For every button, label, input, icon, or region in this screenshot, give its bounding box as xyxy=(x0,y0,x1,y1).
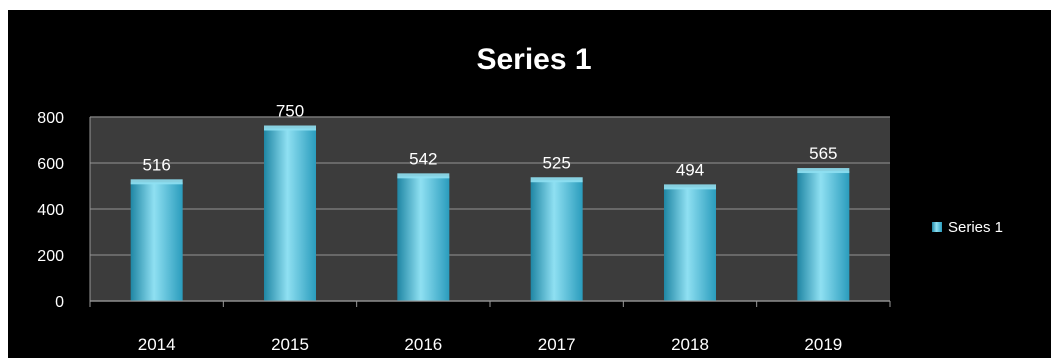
legend: Series 1 xyxy=(932,219,1003,236)
bar-top xyxy=(130,179,183,185)
data-label: 750 xyxy=(276,102,304,121)
bar xyxy=(664,187,716,301)
bar xyxy=(397,176,450,301)
x-tick-label: 2019 xyxy=(804,335,842,354)
bar xyxy=(797,171,850,301)
bar-top xyxy=(397,173,450,179)
bar-top xyxy=(664,184,716,190)
bar xyxy=(530,180,583,301)
legend-label: Series 1 xyxy=(948,219,1003,236)
bar xyxy=(130,182,183,301)
bar-top xyxy=(264,125,316,131)
x-tick-label: 2018 xyxy=(671,335,709,354)
bar-top xyxy=(530,177,583,183)
legend-swatch xyxy=(932,222,942,232)
x-tick-label: 2016 xyxy=(404,335,442,354)
data-label: 565 xyxy=(809,144,837,163)
x-tick-label: 2017 xyxy=(538,335,576,354)
y-tick-label: 800 xyxy=(37,110,64,127)
data-label: 494 xyxy=(676,160,704,179)
y-tick-label: 400 xyxy=(37,202,64,219)
data-label: 516 xyxy=(142,155,170,174)
chart-title: Series 1 xyxy=(476,43,591,76)
chart-container: 516 750 542 525 494 565 0 200 400 600 800 2014 2015… xyxy=(8,10,1051,358)
y-tick-label: 0 xyxy=(55,294,64,311)
bar xyxy=(264,128,316,301)
y-tick-label: 600 xyxy=(37,156,64,173)
y-tick-label: 200 xyxy=(37,248,64,265)
bar-top xyxy=(797,168,850,174)
data-label: 525 xyxy=(542,153,570,172)
x-tick-label: 2014 xyxy=(138,335,176,354)
bar-chart: 516 750 542 525 494 565 0 200 400 600 800 2014 2015… xyxy=(37,43,1003,354)
data-label: 542 xyxy=(409,149,437,168)
x-tick-label: 2015 xyxy=(271,335,309,354)
